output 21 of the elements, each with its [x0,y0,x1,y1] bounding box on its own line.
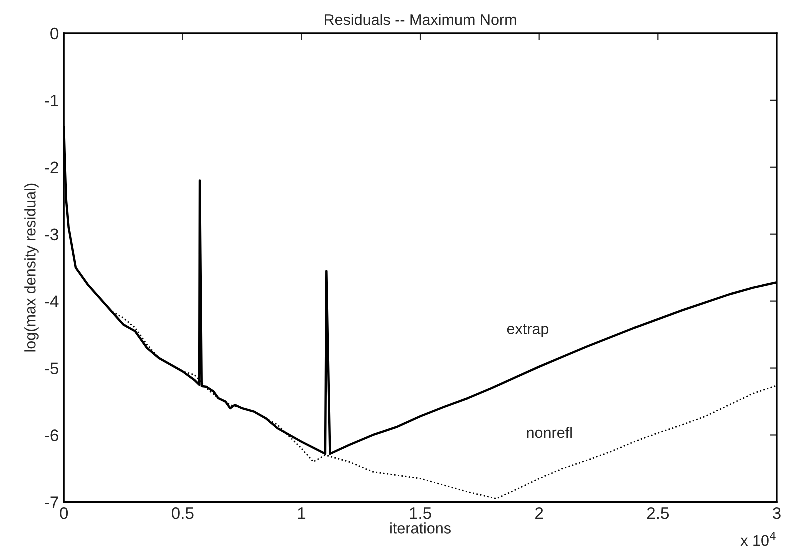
y-tick-label: -4 [45,296,59,308]
y-tick-label: -1 [45,95,58,106]
chart-title: Residuals -- Maximum Norm [325,14,516,26]
text: x 10$^{4}$ [740,532,776,546]
y-axis-title: log(max density residual) [24,184,39,352]
x-tick-label: 1.5 [410,508,432,520]
x-tick-label: 2.5 [647,508,670,520]
y-tick-label: -5 [45,362,59,374]
y-tick-label: -6 [45,430,58,442]
x-tick-label: 0.5 [172,508,194,520]
y-tick-label: -3 [45,228,58,241]
x-tick-label: 2 [536,508,544,520]
y-tick-label: -7 [45,496,58,508]
y-tick-label: -2 [45,162,58,174]
x-tick-label: 3 [772,508,781,520]
x-tick-label: 0 [60,508,68,520]
y-tick-label: 0 [50,28,59,40]
series-label: extrap [507,324,549,338]
x-axis-title: iterations [390,522,451,534]
series-label: nonrefl [527,427,572,438]
x-tick-label: 1 [298,508,306,520]
